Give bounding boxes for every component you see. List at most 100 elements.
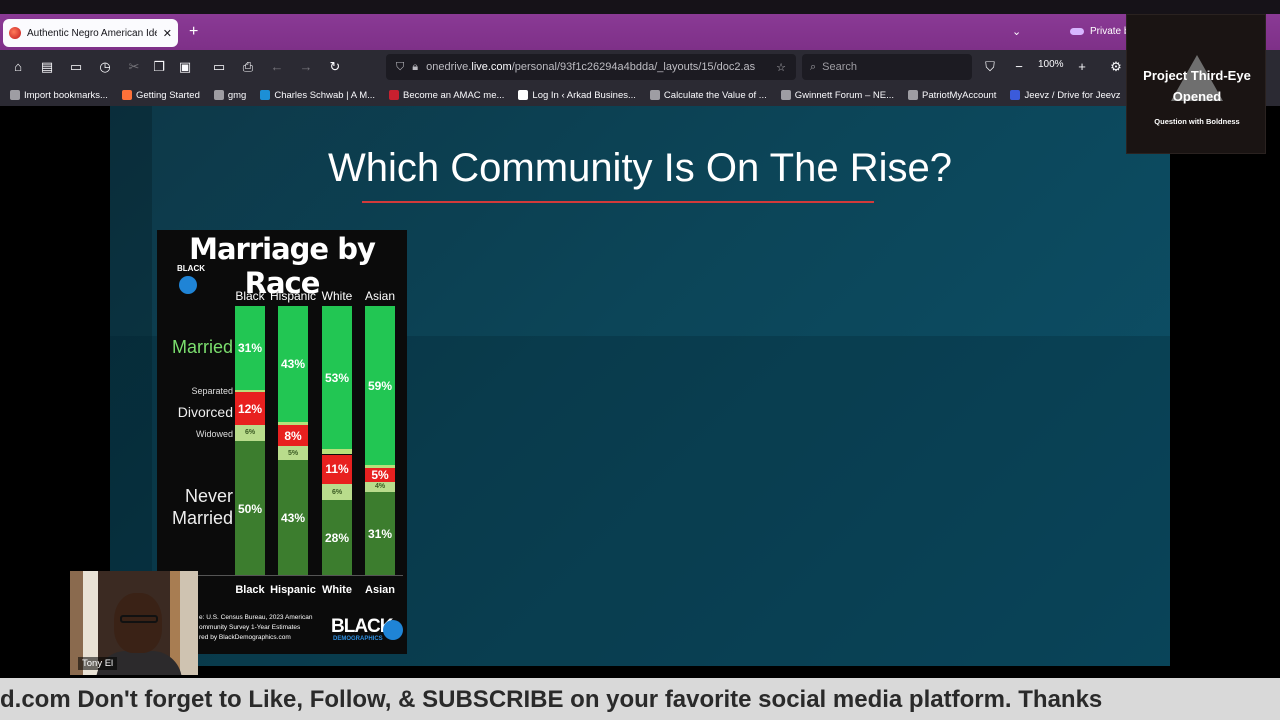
url-bar[interactable]: ⛉ 🔒︎ onedrive.live.com/personal/93f1c262… (386, 54, 796, 80)
bookmark-label: Import bookmarks... (24, 89, 108, 101)
bookmark-favicon-icon (649, 90, 660, 100)
cut-icon[interactable]: ✂ (128, 59, 140, 74)
row-label-never-married: Never Married (172, 485, 233, 529)
page-content: Which Community Is On The Rise? Marriage… (0, 106, 1280, 678)
tab-bar: Authentic Negro American Iden ✕ + ⌄ Priv… (0, 0, 1280, 50)
history-icon[interactable]: ◷ (99, 59, 111, 74)
webcam-name-label: Tony El (78, 657, 118, 670)
zoom-level[interactable]: 100% (1038, 59, 1064, 70)
home-icon[interactable]: ⌂ (14, 59, 22, 74)
row-label-separated: Separated (191, 386, 233, 396)
bookmark-label: Calculate the Value of ... (663, 89, 767, 101)
source-line-2: ommunity Survey 1-Year Estimates (199, 624, 301, 631)
bookmark-item[interactable]: Log In ‹ Arkad Busines... (518, 90, 636, 101)
back-arrow-icon[interactable]: ← (270, 59, 284, 74)
row-label-never-line1: Never (184, 486, 233, 506)
reload-icon[interactable]: ↻ (329, 59, 341, 74)
bookmark-star-icon[interactable]: ☆ (776, 61, 786, 74)
webcam-person-head (114, 593, 162, 653)
tab-close-icon[interactable]: ✕ (162, 27, 172, 40)
bookmark-favicon-icon (1010, 90, 1021, 100)
bookmark-item[interactable]: gmg (213, 89, 247, 101)
bookmark-favicon-icon (389, 90, 400, 100)
sidebar-icon[interactable]: ▤ (40, 59, 54, 74)
slide-title: Which Community Is On The Rise? (328, 146, 952, 190)
channel-logo-line1: Project Third-Eye (1143, 68, 1251, 83)
bookmark-favicon-icon (213, 90, 224, 100)
bookmark-label: gmg (227, 89, 247, 101)
column-footer: White (322, 584, 352, 596)
bookmark-item[interactable]: Calculate the Value of ... (649, 89, 767, 101)
bar-segment-married: 43% (278, 306, 308, 423)
private-mask-icon (1070, 28, 1084, 35)
folder-icon[interactable]: ▭ (69, 59, 83, 74)
search-placeholder: Search (822, 61, 858, 73)
row-label-widowed: Widowed (195, 429, 233, 439)
bookmark-item[interactable]: Become an AMAC me... (389, 90, 504, 101)
column-footer: Black (235, 584, 265, 596)
bookmarks-toolbar: Import bookmarks... Getting Started gmg Cha… (0, 84, 1280, 106)
navigation-toolbar: ⌂ ▤ ▭ ◷ ✂ ❐ ▣ ▭ ⎙ ← → ↻ ⛉ 🔒︎ onedrive.li… (0, 50, 1280, 84)
bar-segment-widowed: 6% (322, 484, 352, 501)
row-label-married: Married (171, 337, 233, 357)
open-file-icon[interactable]: ▭ (212, 59, 226, 74)
tab-title: Authentic Negro American Iden (27, 27, 157, 39)
brand-logo-icon (383, 620, 403, 640)
bar-segment-divorced: 8% (278, 424, 308, 447)
bookmark-label: Gwinnett Forum – NE... (794, 89, 894, 101)
bookmark-item[interactable]: Import bookmarks... (10, 90, 108, 101)
column-header: Asian (364, 289, 396, 303)
bar-segment-separated (365, 465, 395, 468)
bar-segment-widowed: 5% (278, 446, 308, 460)
bar-segment-married: 53% (322, 306, 352, 450)
bar-segment-never: 43% (278, 459, 308, 576)
bookmark-label: Log In ‹ Arkad Busines... (532, 89, 636, 101)
bar-segment-never: 28% (322, 500, 352, 576)
shield-icon[interactable]: ⛉ (396, 60, 405, 73)
brand-subtitle: DEMOGRAPHICS (333, 636, 383, 642)
new-tab-button[interactable]: + (189, 23, 199, 40)
column-header: White (321, 289, 353, 303)
forward-arrow-icon[interactable]: → (299, 59, 313, 74)
tab-list-chevron-icon[interactable]: ⌄ (1012, 26, 1022, 38)
bookmark-label: PatriotMyAccount (922, 89, 997, 101)
row-label-divorced: Divorced (177, 404, 233, 420)
zoom-in-icon[interactable]: + (1078, 59, 1086, 74)
column-header: Black (235, 289, 265, 303)
bookmark-item[interactable]: Getting Started (121, 90, 200, 101)
presentation-slide: Which Community Is On The Rise? Marriage… (110, 106, 1170, 666)
print-icon[interactable]: ⎙ (242, 59, 254, 74)
eye-pyramid-icon (1171, 55, 1223, 101)
bookmark-item[interactable]: Charles Schwab | A M... (260, 90, 375, 101)
zoom-out-icon[interactable]: − (1015, 59, 1023, 74)
scrolling-ticker: d.com Don't forget to Like, Follow, & SU… (0, 678, 1280, 720)
lock-icon[interactable]: 🔒︎ (412, 60, 419, 73)
infographic-title: Marriage by Race (189, 232, 376, 300)
brand-wordmark: BLACK (331, 616, 393, 637)
bar-segment-divorced: 12% (235, 392, 265, 425)
settings-gear-icon[interactable]: ⚙ (1110, 59, 1122, 74)
bookmark-favicon-icon (121, 90, 132, 100)
copy-icon[interactable]: ❐ (153, 59, 165, 74)
bar-segment-married: 59% (365, 306, 395, 466)
infographic-axis-line (167, 575, 403, 576)
source-line-3: red by BlackDemographics.com (199, 634, 291, 641)
stacked-bar: 53% 11% 6% 28% (322, 306, 352, 576)
webcam-person-glasses (120, 615, 158, 623)
channel-logo-tagline: Question with Boldness (1154, 117, 1240, 126)
paste-icon[interactable]: ▣ (178, 59, 192, 74)
bookmark-item[interactable]: PatriotMyAccount (908, 90, 996, 101)
row-label-never-line2: Married (171, 508, 233, 528)
pocket-icon[interactable]: ⛉ (985, 59, 995, 74)
search-input[interactable]: ⌕ Search (802, 54, 972, 80)
bookmark-item[interactable]: Gwinnett Forum – NE... (780, 89, 894, 101)
infographic-logo-text: BLACK (177, 264, 205, 273)
channel-logo-overlay: Project Third-Eye Opened Question with B… (1126, 14, 1266, 154)
bar-segment-divorced: 5% (365, 468, 395, 482)
bookmark-item[interactable]: Jeevz / Drive for Jeevz (1010, 90, 1121, 101)
url-text: onedrive.live.com/personal/93f1c26294a4b… (426, 61, 756, 73)
column-header: Hispanic (269, 289, 317, 303)
source-line-1: e: U.S. Census Bureau, 2023 American (199, 614, 313, 621)
tab-active[interactable]: Authentic Negro American Iden ✕ (3, 19, 178, 47)
channel-logo-line2: Opened (1172, 89, 1222, 104)
